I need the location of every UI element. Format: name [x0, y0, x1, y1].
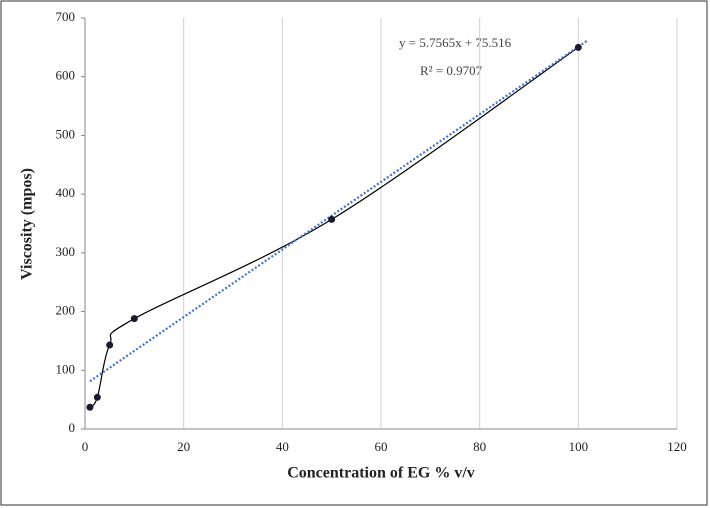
x-axis-title: Concentration of EG % v/v — [287, 465, 475, 482]
y-tick-label: 0 — [69, 420, 76, 435]
point — [574, 43, 582, 51]
x-tick-label: 40 — [276, 439, 289, 454]
x-tick-label: 80 — [473, 439, 486, 454]
x-tick-label: 20 — [177, 439, 190, 454]
x-tick-label: 0 — [82, 439, 89, 454]
point — [86, 403, 94, 411]
y-tick-label: 700 — [56, 9, 76, 24]
trendline — [89, 39, 589, 383]
x-tick-label: 60 — [375, 439, 388, 454]
point — [93, 393, 101, 401]
point — [328, 215, 336, 223]
y-axis-title: Viscosity (mpos) — [19, 168, 36, 280]
r-squared: R² = 0.9707 — [420, 63, 483, 78]
point — [106, 341, 114, 349]
point — [130, 315, 138, 323]
y-tick-label: 500 — [56, 126, 76, 141]
x-tick-label: 120 — [667, 439, 687, 454]
x-tick-label: 100 — [569, 439, 589, 454]
y-tick-label: 400 — [56, 185, 76, 200]
equation: y = 5.7565x + 75.516 — [399, 35, 512, 50]
y-tick-label: 600 — [56, 68, 76, 83]
y-tick-label: 100 — [56, 361, 76, 376]
y-tick-label: 300 — [56, 244, 76, 259]
y-tick-label: 200 — [56, 303, 76, 318]
